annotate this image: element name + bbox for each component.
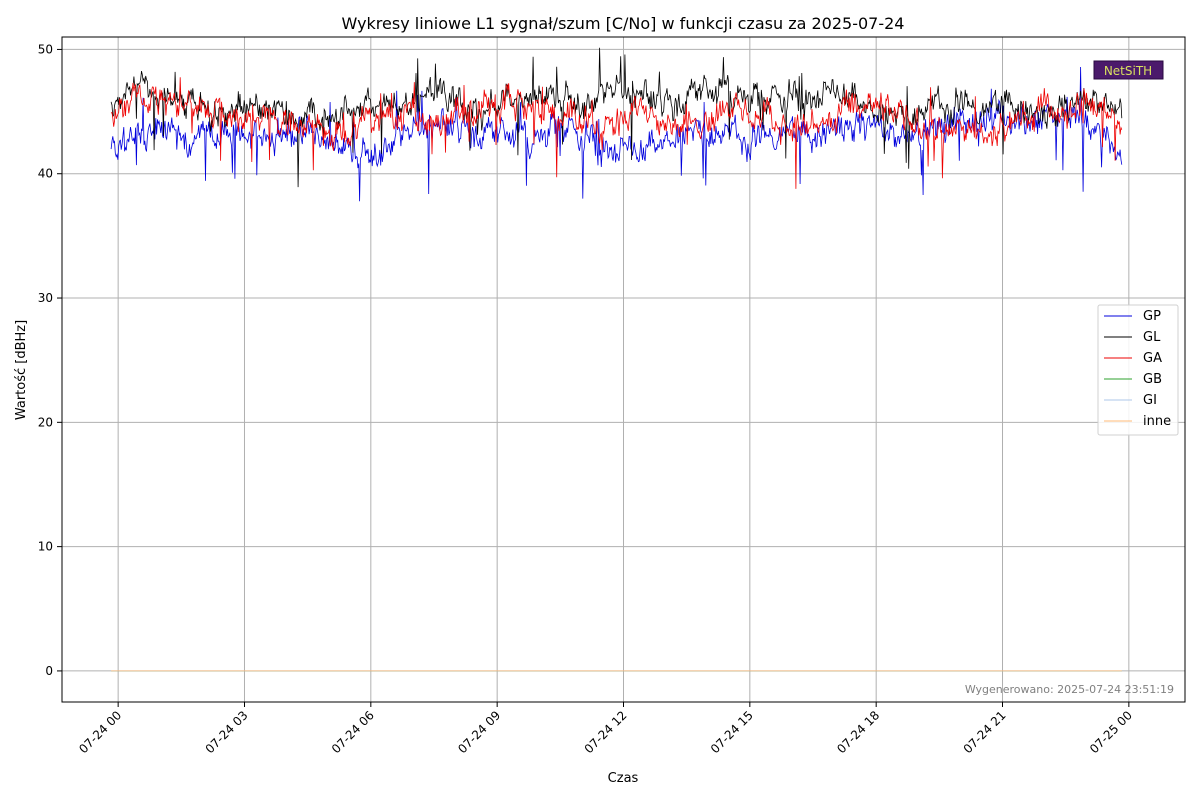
legend-label-ga: GA <box>1143 351 1162 366</box>
series-line-ga <box>110 77 1123 189</box>
y-tick-label: 30 <box>38 291 53 305</box>
x-axis-label: Czas <box>608 771 639 786</box>
y-tick-label: 50 <box>38 42 53 56</box>
y-tick-label: 20 <box>38 415 53 429</box>
chart-title: Wykresy liniowe L1 sygnał/szum [C/No] w … <box>342 14 905 33</box>
legend-label-gl: GL <box>1143 330 1161 345</box>
y-tick-label: 0 <box>45 664 53 678</box>
legend: GP GL GA GB GI inne <box>1097 304 1179 436</box>
y-axis-label: Wartość [dBHz] <box>14 320 29 420</box>
series-line-gl <box>110 47 1123 188</box>
y-tick-label: 40 <box>38 167 53 181</box>
generated-note: Wygenerowano: 2025-07-24 23:51:19 <box>965 683 1174 696</box>
legend-label-inne: inne <box>1143 414 1171 429</box>
legend-label-gb: GB <box>1143 372 1162 387</box>
legend-label-gp: GP <box>1143 309 1161 324</box>
y-tick-label: 10 <box>38 540 53 554</box>
legend-label-gi: GI <box>1143 393 1157 408</box>
series-layer <box>110 47 1123 672</box>
logo: NetSiTH <box>1093 60 1164 80</box>
logo-text: NetSiTH <box>1104 64 1152 78</box>
